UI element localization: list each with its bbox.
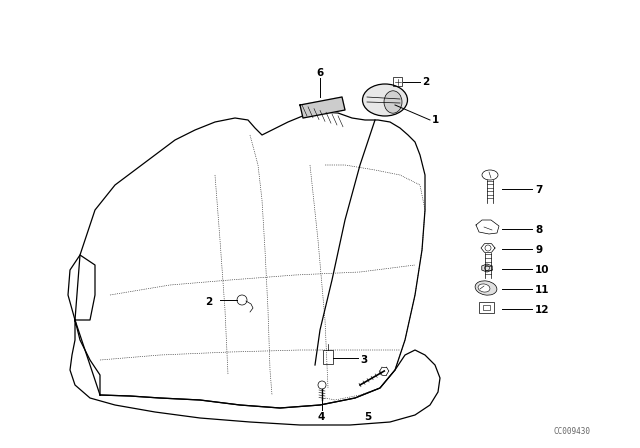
Text: 3: 3	[360, 355, 367, 365]
Text: 11: 11	[535, 285, 550, 295]
Ellipse shape	[362, 84, 408, 116]
Text: 12: 12	[535, 305, 550, 315]
Text: 2: 2	[422, 77, 429, 87]
Ellipse shape	[478, 284, 490, 292]
Polygon shape	[482, 264, 492, 272]
Ellipse shape	[475, 281, 497, 295]
Text: 5: 5	[364, 412, 371, 422]
Polygon shape	[300, 97, 345, 118]
Ellipse shape	[384, 91, 402, 113]
Text: 8: 8	[535, 225, 542, 235]
Text: 7: 7	[535, 185, 542, 195]
Text: 10: 10	[535, 265, 550, 275]
Text: CC009430: CC009430	[554, 427, 591, 436]
Text: 9: 9	[535, 245, 542, 255]
Text: 1: 1	[432, 115, 439, 125]
Text: 6: 6	[316, 68, 323, 78]
Text: 2: 2	[205, 297, 212, 307]
Text: 4: 4	[318, 412, 325, 422]
